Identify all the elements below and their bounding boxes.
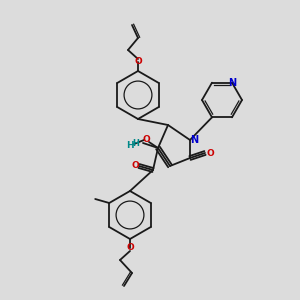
Text: N: N xyxy=(190,135,198,145)
Text: N: N xyxy=(228,78,236,88)
Text: O: O xyxy=(126,244,134,253)
Text: H: H xyxy=(133,139,140,148)
Text: O: O xyxy=(142,136,150,145)
Text: O: O xyxy=(131,160,139,169)
Text: O: O xyxy=(134,58,142,67)
Text: H: H xyxy=(126,140,134,149)
Text: O: O xyxy=(206,148,214,158)
